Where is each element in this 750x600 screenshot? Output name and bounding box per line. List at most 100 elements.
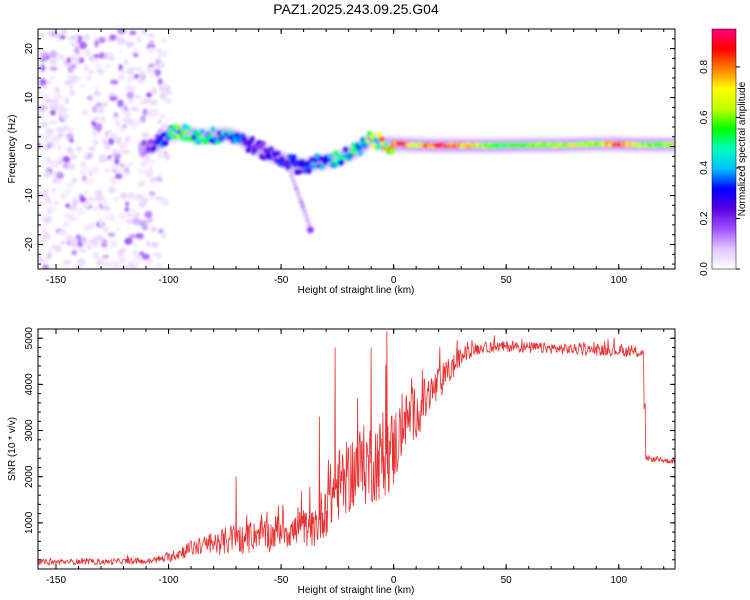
spectrogram-cell — [100, 115, 106, 123]
spectrogram-cell — [80, 164, 90, 170]
spectrogram-cell — [83, 33, 91, 40]
snr-y-tick-label: 4000 — [24, 373, 35, 396]
spectrogram-cell — [147, 33, 155, 38]
spectrogram-cell — [117, 99, 124, 108]
spectrogram-y-tick-label: 20 — [24, 43, 35, 55]
snr-y-tick-label: 3000 — [24, 419, 35, 442]
spectrogram-cell — [40, 56, 47, 63]
spectrogram-cell — [110, 176, 117, 185]
spectrogram-cell — [95, 194, 105, 202]
snr-x-tick-label: -100 — [159, 575, 179, 586]
spectrogram-cell — [66, 163, 76, 171]
spectrogram-cell — [114, 173, 123, 180]
spectrogram-cell — [47, 252, 52, 259]
spectrogram-cell — [91, 237, 99, 245]
spectrogram-cell — [203, 138, 210, 145]
spectrogram-cell — [113, 112, 119, 118]
spectrogram-cell — [112, 132, 117, 141]
spectrogram-cell — [149, 99, 159, 106]
snr-line — [38, 331, 675, 567]
spectrogram-cell — [150, 87, 158, 95]
spectrogram-cell — [115, 120, 121, 127]
spectrogram-cell — [138, 169, 145, 174]
spectrogram-cell — [157, 136, 164, 143]
spectrogram-cell — [47, 198, 52, 205]
spectrogram-cell — [115, 136, 122, 145]
spectrogram-cell — [129, 30, 137, 36]
spectrogram-y-tick-label: -10 — [24, 188, 35, 203]
spectrogram-cell — [49, 204, 57, 213]
spectrogram-cell — [92, 115, 101, 123]
spectrogram-x-tick-label: -150 — [46, 275, 66, 286]
spectrogram-cell — [63, 259, 72, 266]
spectrogram-cell — [146, 240, 151, 248]
spectrogram-cell — [76, 145, 82, 152]
spectrogram-cell — [108, 186, 116, 194]
spectrogram-cell — [66, 126, 75, 132]
spectrogram-cell — [249, 135, 256, 142]
spectrogram-cell — [159, 86, 167, 92]
spectrogram-cell — [138, 67, 144, 74]
snr-x-tick-label: 100 — [610, 575, 627, 586]
spectrogram-cell — [107, 137, 115, 146]
spectrogram-cell — [126, 75, 134, 83]
spectrogram-cell — [157, 150, 166, 159]
spectrogram-cell — [155, 48, 163, 53]
spectrogram-cell — [74, 59, 80, 68]
spectrogram-cell — [54, 86, 60, 94]
spectrogram-cell — [73, 209, 83, 214]
spectrogram-cell — [118, 213, 128, 220]
spectrogram-x-label: Height of straight line (km) — [298, 285, 415, 296]
spectrogram-cell — [139, 95, 144, 101]
spectrogram-cell — [319, 163, 326, 170]
spectrogram-cell — [51, 244, 57, 250]
spectrogram-cell — [60, 29, 68, 35]
spectrogram-cell — [157, 78, 163, 85]
spectrogram-cell — [289, 172, 295, 178]
spectrogram-cell — [115, 37, 125, 42]
spectrogram-cell — [66, 35, 72, 41]
spectrogram-cell — [93, 63, 102, 69]
spectrogram-cell — [78, 57, 85, 64]
spectrogram-cell — [77, 258, 86, 266]
spectrogram-cell — [163, 81, 168, 86]
spectrogram-cell — [147, 159, 156, 165]
spectrogram-y-ticks: -20 -10 0 10 20 — [24, 28, 675, 265]
spectrogram-cell — [53, 120, 58, 125]
spectrogram-cell — [295, 190, 301, 196]
snr-y-label: SNR (10 * v/v) — [7, 417, 18, 481]
spectrogram-cell — [38, 83, 42, 90]
spectrogram-cell — [159, 92, 167, 100]
spectrogram-cell — [125, 218, 134, 224]
spectrogram-cell — [83, 64, 89, 72]
colorbar-ticks: 0.0 0.2 0.4 0.6 0.8 — [699, 60, 740, 276]
spectrogram-cell — [139, 251, 145, 257]
spectrogram-cell — [82, 175, 87, 182]
spectrogram-cell — [102, 263, 108, 268]
spectrogram-cell — [672, 142, 675, 147]
spectrogram-cell — [135, 194, 144, 200]
spectrogram-cell — [292, 181, 298, 187]
spectrogram-cell — [160, 231, 168, 240]
spectrogram-x-tick-label: 100 — [610, 275, 627, 286]
colorbar-gradient — [711, 28, 737, 270]
colorbar-tick-label: 0.4 — [699, 161, 710, 175]
spectrogram-cell — [82, 153, 90, 158]
spectrogram-cell — [51, 98, 60, 106]
spectrogram-cell — [73, 33, 79, 42]
spectrogram-cell — [150, 109, 160, 117]
spectrogram-cell — [119, 258, 125, 265]
spectrogram-cell — [161, 199, 171, 206]
spectrogram-cell — [141, 29, 147, 36]
spectrogram-cell — [126, 118, 134, 125]
spectrogram-cell — [160, 113, 165, 119]
spectrogram-cell — [86, 49, 91, 56]
spectrogram-cell — [142, 157, 149, 166]
spectrogram-cell — [70, 153, 77, 161]
spectrogram-cell — [180, 129, 187, 136]
colorbar: 0.0 0.2 0.4 0.6 0.8 Normalized spectral ampl… — [699, 28, 748, 276]
spectrogram-cell — [150, 145, 157, 152]
spectrogram-cell — [46, 142, 52, 149]
spectrogram-cell — [38, 255, 43, 261]
spectrogram-cell — [103, 259, 108, 264]
